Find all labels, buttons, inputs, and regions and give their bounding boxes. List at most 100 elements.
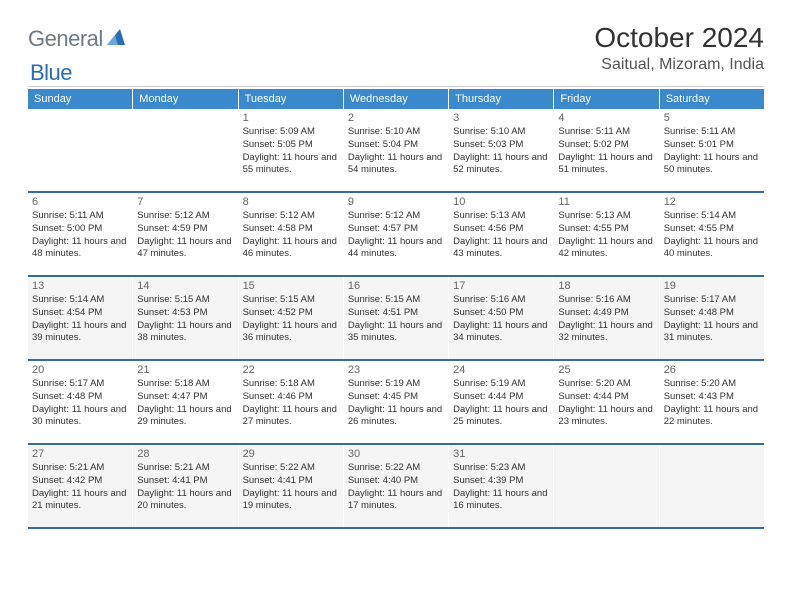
sunrise-text: Sunrise: 5:20 AM: [664, 378, 760, 391]
sunrise-text: Sunrise: 5:11 AM: [32, 210, 128, 223]
weekday-monday: Monday: [133, 89, 238, 109]
daylight-text: Daylight: 11 hours and 55 minutes.: [243, 152, 339, 178]
day-cell: 13Sunrise: 5:14 AMSunset: 4:54 PMDayligh…: [28, 277, 133, 359]
sunrise-text: Sunrise: 5:21 AM: [32, 462, 128, 475]
sunset-text: Sunset: 4:59 PM: [137, 223, 233, 236]
sunrise-text: Sunrise: 5:19 AM: [453, 378, 549, 391]
daylight-text: Daylight: 11 hours and 22 minutes.: [664, 404, 760, 430]
sunrise-text: Sunrise: 5:10 AM: [453, 126, 549, 139]
daylight-text: Daylight: 11 hours and 48 minutes.: [32, 236, 128, 262]
daylight-text: Daylight: 11 hours and 16 minutes.: [453, 488, 549, 514]
sunset-text: Sunset: 4:44 PM: [558, 391, 654, 404]
sunset-text: Sunset: 5:02 PM: [558, 139, 654, 152]
day-number: 4: [558, 112, 654, 124]
weekday-wednesday: Wednesday: [344, 89, 449, 109]
day-cell: 27Sunrise: 5:21 AMSunset: 4:42 PMDayligh…: [28, 445, 133, 527]
sunset-text: Sunset: 4:57 PM: [348, 223, 444, 236]
daylight-text: Daylight: 11 hours and 44 minutes.: [348, 236, 444, 262]
day-number: 7: [137, 196, 233, 208]
sunrise-text: Sunrise: 5:21 AM: [137, 462, 233, 475]
weekday-saturday: Saturday: [660, 89, 764, 109]
weekday-thursday: Thursday: [449, 89, 554, 109]
day-cell: 25Sunrise: 5:20 AMSunset: 4:44 PMDayligh…: [554, 361, 659, 443]
sunset-text: Sunset: 5:04 PM: [348, 139, 444, 152]
sunrise-text: Sunrise: 5:14 AM: [32, 294, 128, 307]
sunrise-text: Sunrise: 5:16 AM: [558, 294, 654, 307]
day-cell: [28, 109, 133, 191]
daylight-text: Daylight: 11 hours and 32 minutes.: [558, 320, 654, 346]
sunset-text: Sunset: 4:46 PM: [243, 391, 339, 404]
sunrise-text: Sunrise: 5:22 AM: [348, 462, 444, 475]
brand-word2: Blue: [30, 60, 72, 85]
header-right: October 2024 Saitual, Mizoram, India: [594, 22, 764, 76]
calendar-grid: Sunday Monday Tuesday Wednesday Thursday…: [28, 89, 764, 529]
weekday-header-row: Sunday Monday Tuesday Wednesday Thursday…: [28, 89, 764, 109]
day-number: 1: [243, 112, 339, 124]
day-cell: 3 Sunrise: 5:10 AMSunset: 5:03 PMDaylight…: [449, 109, 554, 191]
day-number: 6: [32, 196, 128, 208]
sunrise-text: Sunrise: 5:11 AM: [558, 126, 654, 139]
sunrise-text: Sunrise: 5:12 AM: [243, 210, 339, 223]
sunset-text: Sunset: 5:03 PM: [453, 139, 549, 152]
sunset-text: Sunset: 4:40 PM: [348, 475, 444, 488]
week-row: 6Sunrise: 5:11 AMSunset: 5:00 PMDaylight…: [28, 193, 764, 277]
sunset-text: Sunset: 4:43 PM: [664, 391, 760, 404]
daylight-text: Daylight: 11 hours and 19 minutes.: [243, 488, 339, 514]
day-cell: 14Sunrise: 5:15 AMSunset: 4:53 PMDayligh…: [133, 277, 238, 359]
day-number: 18: [558, 280, 654, 292]
day-cell: 2Sunrise: 5:10 AMSunset: 5:04 PMDaylight…: [344, 109, 449, 191]
week-row: 20Sunrise: 5:17 AMSunset: 4:48 PMDayligh…: [28, 361, 764, 445]
page-title: October 2024: [594, 22, 764, 54]
sunset-text: Sunset: 4:44 PM: [453, 391, 549, 404]
daylight-text: Daylight: 11 hours and 27 minutes.: [243, 404, 339, 430]
day-number: 19: [664, 280, 760, 292]
day-number: 28: [137, 448, 233, 460]
day-number: 20: [32, 364, 128, 376]
daylight-text: Daylight: 11 hours and 52 minutes.: [453, 152, 549, 178]
day-number: 11: [558, 196, 654, 208]
day-number: 25: [558, 364, 654, 376]
day-cell: 7Sunrise: 5:12 AMSunset: 4:59 PMDaylight…: [133, 193, 238, 275]
daylight-text: Daylight: 11 hours and 25 minutes.: [453, 404, 549, 430]
day-cell: 24Sunrise: 5:19 AMSunset: 4:44 PMDayligh…: [449, 361, 554, 443]
day-cell: 21Sunrise: 5:18 AMSunset: 4:47 PMDayligh…: [133, 361, 238, 443]
day-number: 21: [137, 364, 233, 376]
day-number: 3: [453, 112, 549, 124]
sunrise-text: Sunrise: 5:12 AM: [137, 210, 233, 223]
sunset-text: Sunset: 4:45 PM: [348, 391, 444, 404]
daylight-text: Daylight: 11 hours and 40 minutes.: [664, 236, 760, 262]
day-cell: 26 Sunrise: 5:20 AMSunset: 4:43 PMDayligh…: [660, 361, 764, 443]
sunset-text: Sunset: 4:49 PM: [558, 307, 654, 320]
day-cell: 20Sunrise: 5:17 AMSunset: 4:48 PMDayligh…: [28, 361, 133, 443]
sunrise-text: Sunrise: 5:13 AM: [558, 210, 654, 223]
daylight-text: Daylight: 11 hours and 20 minutes.: [137, 488, 233, 514]
day-number: 14: [137, 280, 233, 292]
day-cell: 5Sunrise: 5:11 AMSunset: 5:01 PMDaylight…: [660, 109, 764, 191]
day-cell: 28 Sunrise: 5:21 AMSunset: 4:41 PMDayligh…: [133, 445, 238, 527]
sunset-text: Sunset: 4:56 PM: [453, 223, 549, 236]
weekday-tuesday: Tuesday: [239, 89, 344, 109]
day-cell: 30Sunrise: 5:22 AMSunset: 4:40 PMDayligh…: [344, 445, 449, 527]
daylight-text: Daylight: 11 hours and 38 minutes.: [137, 320, 233, 346]
day-cell: 1Sunrise: 5:09 AMSunset: 5:05 PMDaylight…: [239, 109, 344, 191]
sunrise-text: Sunrise: 5:09 AM: [243, 126, 339, 139]
sunset-text: Sunset: 4:47 PM: [137, 391, 233, 404]
daylight-text: Daylight: 11 hours and 21 minutes.: [32, 488, 128, 514]
sunrise-text: Sunrise: 5:15 AM: [137, 294, 233, 307]
sunset-text: Sunset: 4:50 PM: [453, 307, 549, 320]
day-cell: [660, 445, 764, 527]
daylight-text: Daylight: 11 hours and 34 minutes.: [453, 320, 549, 346]
day-cell: 17Sunrise: 5:16 AMSunset: 4:50 PMDayligh…: [449, 277, 554, 359]
day-cell: 23Sunrise: 5:19 AMSunset: 4:45 PMDayligh…: [344, 361, 449, 443]
day-number: 12: [664, 196, 760, 208]
sunset-text: Sunset: 4:42 PM: [32, 475, 128, 488]
sunrise-text: Sunrise: 5:15 AM: [348, 294, 444, 307]
sunset-text: Sunset: 5:01 PM: [664, 139, 760, 152]
sunrise-text: Sunrise: 5:18 AM: [137, 378, 233, 391]
sunset-text: Sunset: 4:41 PM: [243, 475, 339, 488]
sunset-text: Sunset: 4:48 PM: [32, 391, 128, 404]
sunset-text: Sunset: 4:41 PM: [137, 475, 233, 488]
daylight-text: Daylight: 11 hours and 54 minutes.: [348, 152, 444, 178]
day-number: 26: [664, 364, 760, 376]
day-cell: 19Sunrise: 5:17 AMSunset: 4:48 PMDayligh…: [660, 277, 764, 359]
